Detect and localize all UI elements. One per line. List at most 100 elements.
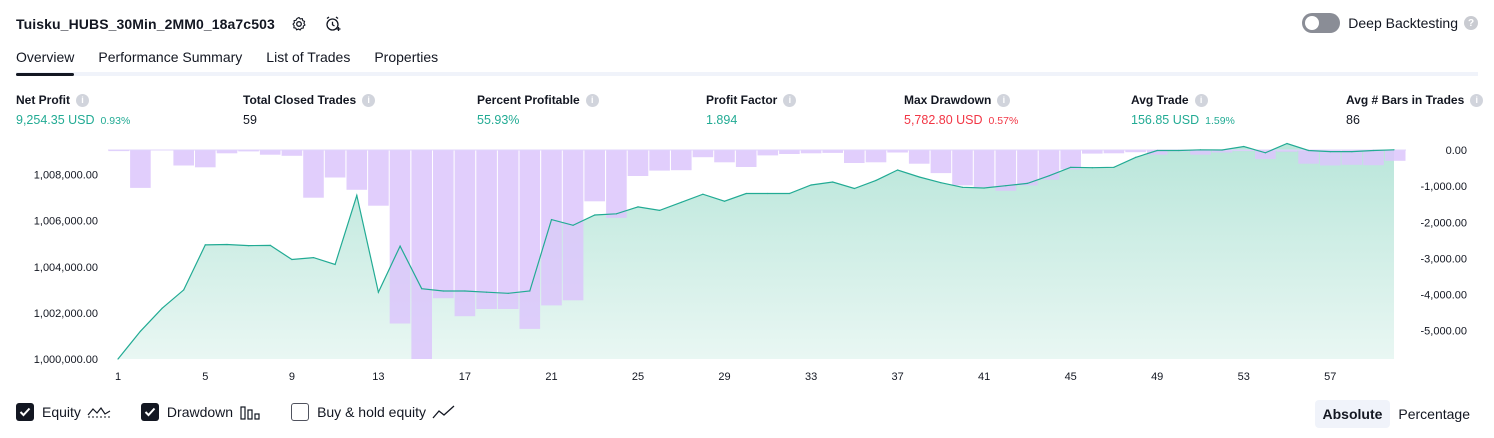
drawdown-bar bbox=[281, 150, 303, 156]
drawdown-bar bbox=[173, 150, 194, 166]
equity-point bbox=[1178, 149, 1180, 152]
equity-point bbox=[421, 288, 423, 290]
drawdown-bar bbox=[1190, 150, 1211, 155]
strategy-title: Tuisku_HUBS_30Min_2MM0_18a7c503 bbox=[16, 16, 275, 32]
equity-point bbox=[1048, 175, 1050, 177]
left-axis-tick: 1,008,000.00 bbox=[34, 170, 98, 182]
tab-performance-summary[interactable]: Performance Summary bbox=[98, 49, 243, 65]
drawdown-bar bbox=[1276, 150, 1298, 152]
drawdown-bar bbox=[584, 150, 605, 202]
drawdown-bar bbox=[1038, 150, 1060, 180]
metric-label: Percent Profitable bbox=[477, 93, 580, 107]
info-icon[interactable]: i bbox=[1470, 93, 1484, 107]
drawdown-bar bbox=[1125, 150, 1146, 153]
metric-percent: 0.57% bbox=[988, 115, 1019, 127]
buy-hold-checkbox[interactable] bbox=[291, 403, 310, 421]
equity-drawdown-chart[interactable]: 1,008,000.00 1,006,000.00 1,004,000.00 1,00… bbox=[0, 140, 1494, 395]
drawdown-bar bbox=[411, 150, 432, 359]
equity-line bbox=[117, 142, 1395, 360]
x-axis-tick: 33 bbox=[805, 371, 817, 383]
drawdown-bar bbox=[433, 150, 454, 299]
add-alert-clock-icon[interactable] bbox=[323, 14, 343, 34]
right-axis-tick: -3,000.00 bbox=[1421, 253, 1467, 265]
equity-checkbox[interactable] bbox=[16, 403, 34, 421]
drawdown-bar bbox=[1082, 150, 1103, 154]
legend-buy-hold-label: Buy & hold equity bbox=[317, 404, 427, 420]
info-icon[interactable]: i bbox=[585, 93, 599, 107]
absolute-button[interactable]: Absolute bbox=[1314, 400, 1391, 428]
equity-point bbox=[875, 179, 877, 181]
metric-max-drawdown: Max Drawdown i 5,782.80 USD 0.57% bbox=[904, 93, 1018, 127]
x-axis-tick: 9 bbox=[289, 371, 295, 383]
drawdown-bar bbox=[822, 150, 843, 153]
equity-point bbox=[1005, 185, 1007, 187]
drawdown-bar bbox=[303, 150, 324, 198]
equity-point bbox=[1351, 151, 1353, 153]
deep-backtesting: Deep Backtesting ? bbox=[1302, 13, 1478, 33]
equity-point bbox=[702, 193, 704, 195]
drawdown-bars-icon bbox=[239, 404, 261, 420]
info-icon[interactable]: i bbox=[76, 93, 89, 107]
drawdown-bar bbox=[389, 150, 411, 324]
right-axis-tick: -2,000.00 bbox=[1421, 217, 1467, 229]
equity-point bbox=[1070, 166, 1072, 168]
drawdown-bar bbox=[1103, 150, 1125, 154]
drawdown-bar bbox=[671, 150, 692, 171]
equity-point bbox=[1393, 149, 1395, 151]
drawdown-bar bbox=[476, 150, 497, 309]
drawdown-bar bbox=[216, 150, 238, 154]
x-axis-tick: 53 bbox=[1238, 371, 1250, 383]
drawdown-bar bbox=[908, 150, 930, 164]
metric-label: Avg # Bars in Trades bbox=[1346, 93, 1465, 107]
info-icon[interactable]: i bbox=[362, 93, 376, 107]
x-axis-tick: 41 bbox=[978, 371, 990, 383]
x-axis-tick: 29 bbox=[718, 371, 730, 383]
equity-point bbox=[183, 289, 185, 291]
equity-point bbox=[139, 330, 141, 332]
equity-point bbox=[810, 184, 812, 186]
metric-percent: 1.59% bbox=[1205, 115, 1235, 127]
info-icon[interactable]: i bbox=[1194, 93, 1208, 107]
drawdown-bar bbox=[130, 150, 151, 188]
metric-profit-factor: Profit Factor i 1.894 bbox=[706, 93, 797, 127]
right-axis-tick: 0.00 bbox=[1446, 145, 1467, 157]
drawdown-bar bbox=[1341, 150, 1363, 165]
equity-point bbox=[226, 243, 228, 246]
buy-hold-line-icon bbox=[432, 404, 456, 420]
percentage-button[interactable]: Percentage bbox=[1398, 406, 1470, 422]
tab-list-of-trades[interactable]: List of Trades bbox=[266, 49, 351, 65]
deep-backtesting-toggle[interactable] bbox=[1302, 13, 1341, 33]
drawdown-checkbox[interactable] bbox=[140, 403, 159, 421]
metric-value: 55.93% bbox=[477, 113, 520, 127]
equity-point bbox=[961, 186, 964, 188]
drawdown-bar bbox=[1017, 150, 1038, 186]
metric-net-profit: Net Profit i 9,254.35 USD 0.93% bbox=[16, 93, 130, 127]
tab-properties[interactable]: Properties bbox=[374, 49, 439, 65]
drawdown-bar bbox=[324, 150, 346, 178]
equity-point bbox=[204, 244, 206, 246]
equity-point bbox=[918, 176, 920, 178]
equity-point bbox=[1286, 142, 1288, 145]
settings-gear-icon[interactable] bbox=[289, 14, 309, 34]
drawdown-bar bbox=[1255, 150, 1276, 159]
x-axis-tick: 13 bbox=[372, 371, 384, 383]
equity-point bbox=[161, 307, 163, 309]
tab-overview[interactable]: Overview bbox=[16, 46, 75, 76]
metric-label: Profit Factor bbox=[706, 93, 778, 107]
equity-point bbox=[529, 290, 531, 292]
equity-point bbox=[464, 290, 466, 292]
right-axis-tick: -5,000.00 bbox=[1421, 326, 1467, 338]
drawdown-bar bbox=[649, 150, 670, 171]
help-icon[interactable]: ? bbox=[1464, 16, 1478, 30]
x-axis-tick: 57 bbox=[1324, 371, 1336, 383]
info-icon[interactable]: i bbox=[783, 93, 797, 107]
metric-value: 1.894 bbox=[706, 113, 738, 127]
x-axis-tick: 49 bbox=[1151, 371, 1163, 383]
drawdown-bar bbox=[973, 150, 995, 188]
left-axis-tick: 1,006,000.00 bbox=[34, 216, 98, 228]
info-icon[interactable]: i bbox=[997, 93, 1011, 107]
drawdown-bar bbox=[195, 150, 216, 168]
drawdown-bar bbox=[1384, 150, 1406, 161]
drawdown-bar bbox=[844, 150, 865, 163]
equity-point bbox=[291, 258, 293, 261]
